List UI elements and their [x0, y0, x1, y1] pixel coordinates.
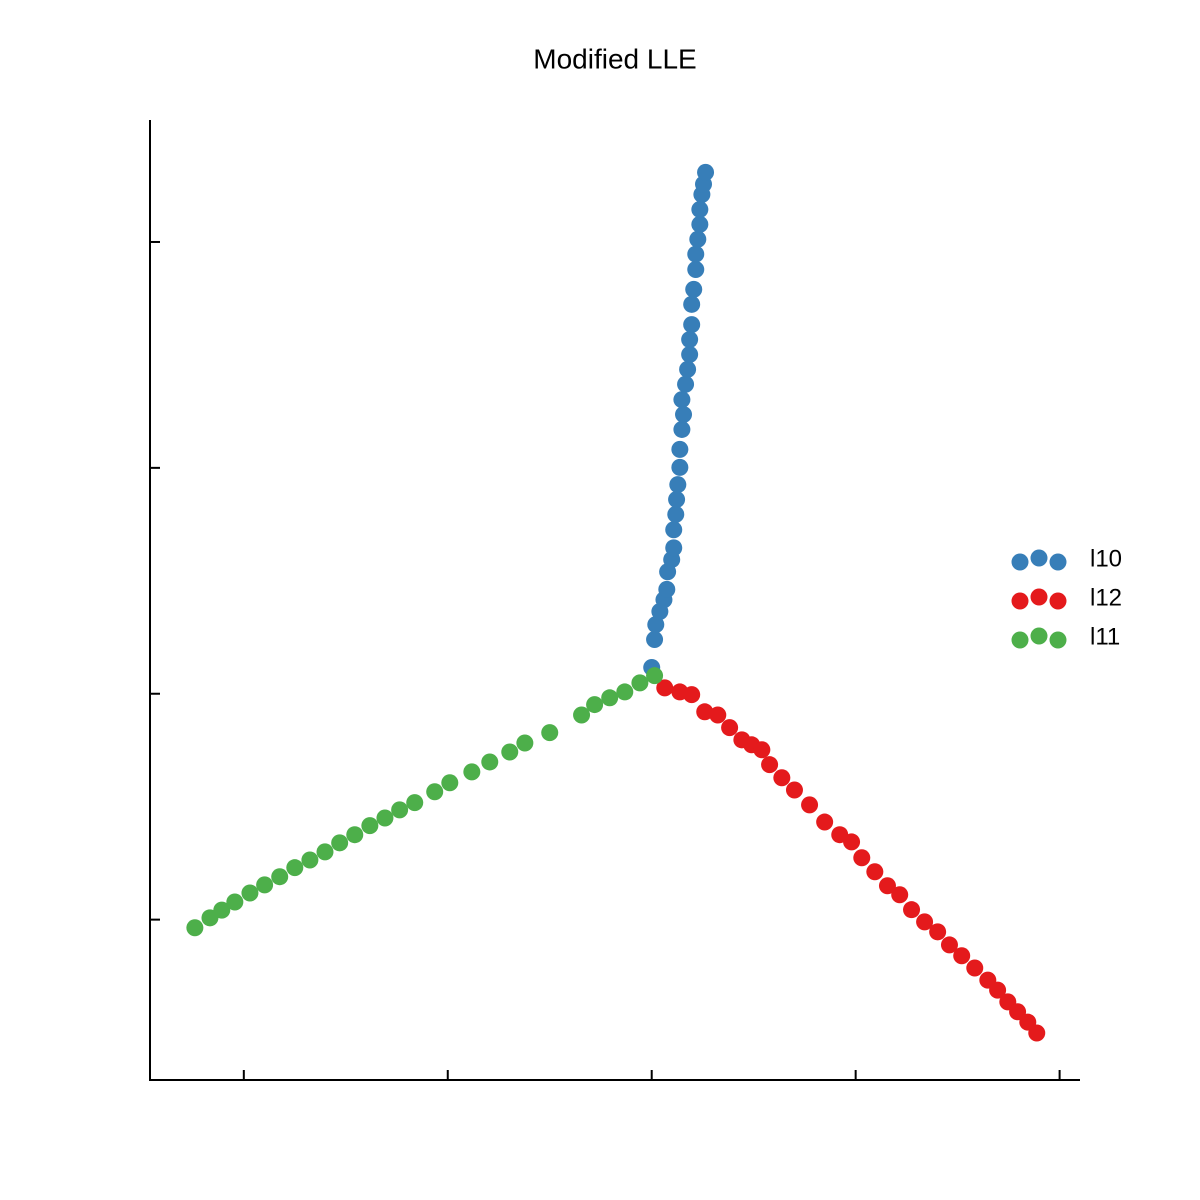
point	[426, 783, 444, 801]
point	[668, 490, 686, 508]
point	[903, 901, 921, 919]
point	[331, 834, 349, 852]
point	[853, 849, 871, 867]
point	[785, 781, 803, 799]
point	[1028, 1024, 1046, 1042]
point	[671, 440, 689, 458]
point	[481, 753, 499, 771]
point	[966, 959, 984, 977]
point	[406, 794, 424, 812]
point	[916, 913, 934, 931]
point	[669, 476, 687, 494]
point	[866, 863, 884, 881]
point	[721, 719, 739, 737]
point	[681, 345, 699, 363]
point	[953, 947, 971, 965]
point	[683, 316, 701, 334]
legend-marker	[1030, 549, 1048, 567]
legend-label: l11	[1090, 623, 1120, 650]
point	[1009, 1003, 1027, 1021]
point	[376, 809, 394, 827]
point	[989, 981, 1007, 999]
point	[316, 843, 334, 861]
point	[683, 686, 701, 704]
point	[761, 756, 779, 774]
point	[681, 331, 699, 349]
point	[346, 826, 364, 844]
point	[213, 901, 231, 919]
point	[929, 923, 947, 941]
point	[601, 689, 619, 707]
point	[226, 893, 244, 911]
point	[691, 215, 709, 233]
point	[816, 813, 834, 831]
point	[391, 801, 409, 819]
point	[677, 375, 695, 393]
point	[665, 539, 683, 557]
legend-marker	[1011, 592, 1029, 610]
legend-label: l10	[1090, 545, 1122, 572]
point	[687, 261, 705, 279]
legend-marker	[1030, 627, 1048, 645]
point	[891, 886, 909, 904]
point	[631, 674, 649, 692]
point	[940, 936, 958, 954]
point	[573, 706, 591, 724]
point	[801, 796, 819, 814]
point	[541, 724, 559, 742]
point	[658, 580, 676, 598]
legend-marker	[1030, 588, 1048, 606]
legend-marker	[1049, 592, 1067, 610]
point	[361, 817, 379, 835]
point	[441, 774, 459, 792]
legend-marker	[1011, 631, 1029, 649]
point	[516, 734, 534, 752]
point	[675, 406, 693, 424]
point	[271, 868, 289, 886]
chart-title: Modified LLE	[533, 43, 696, 74]
point	[673, 391, 691, 409]
point	[696, 703, 714, 721]
legend-marker	[1049, 631, 1067, 649]
point	[463, 763, 481, 781]
point	[687, 245, 705, 263]
point	[286, 859, 304, 877]
point	[647, 616, 665, 634]
point	[673, 420, 691, 438]
point	[646, 667, 664, 685]
point	[685, 280, 703, 298]
legend-label: l12	[1090, 584, 1122, 611]
point	[186, 919, 204, 937]
point	[667, 505, 685, 523]
point	[773, 769, 791, 787]
legend-marker	[1049, 553, 1067, 571]
point	[301, 851, 319, 869]
legend-marker	[1011, 553, 1029, 571]
point	[665, 521, 683, 539]
point	[683, 295, 701, 313]
point	[241, 884, 259, 902]
point	[671, 458, 689, 476]
point	[501, 743, 519, 761]
point	[679, 360, 697, 378]
point	[753, 741, 771, 759]
point	[656, 679, 674, 697]
point	[256, 876, 274, 894]
point	[709, 706, 727, 724]
point	[616, 683, 634, 701]
point	[878, 877, 896, 895]
point	[843, 833, 861, 851]
point	[697, 163, 715, 181]
point	[691, 200, 709, 218]
point	[689, 230, 707, 248]
point	[646, 631, 664, 649]
point	[586, 696, 604, 714]
